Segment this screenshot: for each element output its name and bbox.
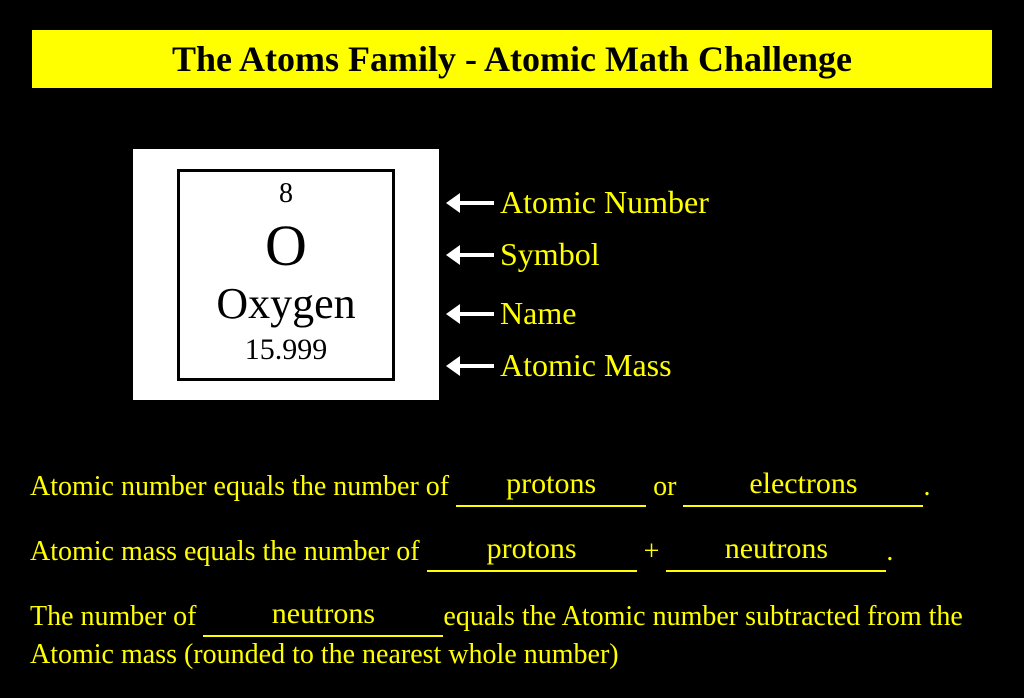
s1-blank-1: protons [456,467,646,507]
arrow-icon [446,356,494,376]
label-name-row: Name [446,295,576,332]
s1-blank-2: electrons [683,467,923,507]
label-atomic-mass-row: Atomic Mass [446,347,672,384]
s2-suffix: . [886,536,893,567]
s1-suffix: . [923,471,930,502]
s2-blank-2: neutrons [666,532,886,572]
s1-prefix: Atomic number equals the number of [30,471,456,502]
arrow-icon [446,245,494,265]
element-symbol: O [265,217,307,275]
label-atomic-number: Atomic Number [500,184,709,221]
sentence-3: The number of neutronsequals the Atomic … [30,597,990,672]
label-name: Name [500,295,576,332]
element-atomic-mass: 15.999 [245,333,328,367]
s2-mid: + [637,536,667,567]
label-symbol: Symbol [500,236,600,273]
element-atomic-number: 8 [279,178,293,210]
sentence-2: Atomic mass equals the number of protons… [30,532,994,572]
element-box: 8 O Oxygen 15.999 [177,169,395,381]
label-atomic-mass: Atomic Mass [500,347,672,384]
title-bar: The Atoms Family - Atomic Math Challenge [32,30,992,88]
s2-prefix: Atomic mass equals the number of [30,536,427,567]
element-card: 8 O Oxygen 15.999 [133,149,439,400]
s3-blank-1: neutrons [203,597,443,637]
arrow-icon [446,193,494,213]
label-symbol-row: Symbol [446,236,600,273]
page-title: The Atoms Family - Atomic Math Challenge [172,38,852,80]
s2-blank-1: protons [427,532,637,572]
element-name: Oxygen [216,282,355,326]
s3-prefix: The number of [30,601,203,632]
arrow-icon [446,304,494,324]
label-atomic-number-row: Atomic Number [446,184,709,221]
s1-mid: or [646,471,683,502]
sentence-1: Atomic number equals the number of proto… [30,467,994,507]
